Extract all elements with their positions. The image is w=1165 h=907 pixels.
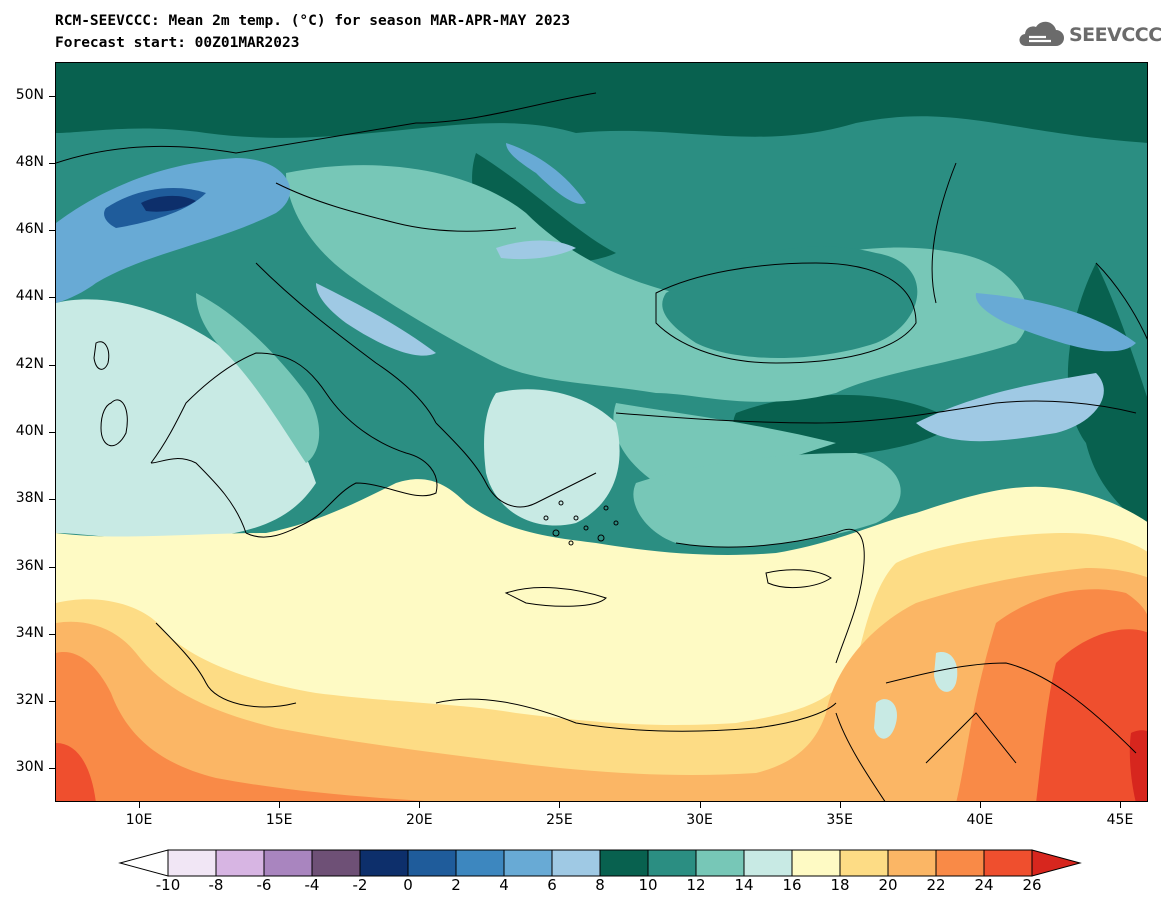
lon-tick bbox=[699, 802, 701, 808]
colorbar-label: -4 bbox=[304, 876, 320, 894]
lat-tick bbox=[49, 230, 55, 232]
seevccc-logo: SEEVCCC bbox=[1016, 20, 1162, 50]
lon-tick-label: 25E bbox=[546, 812, 573, 828]
lat-tick-label: 34N bbox=[15, 624, 44, 641]
lat-tick bbox=[49, 701, 55, 703]
colorbar-segment bbox=[407, 849, 457, 877]
colorbar-segment bbox=[167, 849, 217, 877]
colorbar-segment bbox=[695, 849, 745, 877]
colorbar-segment bbox=[215, 849, 265, 877]
colorbar-segment bbox=[503, 849, 553, 877]
colorbar-low-extend bbox=[118, 849, 169, 877]
lat-tick bbox=[49, 633, 55, 635]
colorbar-label: 2 bbox=[451, 876, 461, 894]
colorbar-label: 26 bbox=[1022, 876, 1042, 894]
colorbar-label: -2 bbox=[352, 876, 368, 894]
lat-tick-label: 38N bbox=[15, 490, 44, 507]
colorbar-segment bbox=[311, 849, 361, 877]
lon-tick-label: 20E bbox=[405, 812, 433, 828]
lon-tick bbox=[279, 802, 281, 808]
colorbar-high-extend bbox=[1031, 849, 1082, 877]
lon-tick-label: 30E bbox=[686, 812, 713, 828]
colorbar-segment bbox=[791, 849, 841, 877]
colorbar-label: 6 bbox=[547, 876, 557, 894]
lon-tick-label: 15E bbox=[265, 812, 293, 828]
colorbar-label: 10 bbox=[638, 876, 658, 894]
lat-tick bbox=[49, 95, 55, 97]
lat-tick bbox=[49, 364, 55, 366]
lon-tick bbox=[1119, 802, 1121, 808]
colorbar-label: 16 bbox=[782, 876, 802, 894]
map-title: RCM-SEEVCCC: Mean 2m temp. (°C) for seas… bbox=[55, 13, 571, 29]
colorbar-segment bbox=[551, 849, 601, 877]
forecast-start: Forecast start: 00Z01MAR2023 bbox=[55, 35, 300, 51]
colorbar-label: 8 bbox=[595, 876, 605, 894]
colorbar-segment bbox=[455, 849, 505, 877]
coastlines bbox=[56, 92, 1147, 801]
colorbar-segment bbox=[743, 849, 793, 877]
colorbar-label: 20 bbox=[878, 876, 898, 894]
lat-tick-label: 36N bbox=[15, 557, 44, 574]
lat-tick bbox=[49, 768, 55, 770]
lon-tick bbox=[839, 802, 841, 808]
colorbar-label: 4 bbox=[499, 876, 509, 894]
lat-tick-label: 50N bbox=[15, 86, 44, 103]
lat-tick-label: 40N bbox=[15, 423, 44, 439]
lat-tick-label: 30N bbox=[15, 759, 44, 776]
lat-tick bbox=[49, 432, 55, 433]
colorbar-segment bbox=[263, 849, 313, 877]
lon-tick bbox=[559, 802, 561, 808]
islands bbox=[543, 500, 619, 546]
lon-tick-label: 35E bbox=[826, 812, 854, 828]
colorbar-segment bbox=[599, 849, 649, 877]
colorbar-segment bbox=[887, 849, 937, 877]
colorbar bbox=[118, 849, 1082, 877]
lon-tick bbox=[979, 802, 981, 808]
lat-tick-label: 44N bbox=[15, 288, 44, 305]
colorbar-label: -6 bbox=[256, 876, 272, 894]
lon-tick bbox=[419, 802, 421, 808]
colorbar-label: 18 bbox=[830, 876, 850, 894]
cloud-icon bbox=[1019, 21, 1064, 47]
lat-tick bbox=[49, 566, 55, 568]
colorbar-segment bbox=[359, 849, 409, 877]
lat-tick-label: 48N bbox=[15, 153, 44, 170]
logo-text: SEEVCCC bbox=[1069, 24, 1162, 46]
lat-tick-label: 32N bbox=[15, 692, 44, 709]
lon-tick-label: 10E bbox=[125, 812, 153, 828]
colorbar-label: 24 bbox=[974, 876, 994, 894]
colorbar-label: 0 bbox=[403, 876, 413, 894]
colorbar-segment bbox=[983, 849, 1033, 877]
colorbar-label: 22 bbox=[926, 876, 946, 894]
lat-tick-label: 42N bbox=[15, 355, 44, 372]
colorbar-label: -10 bbox=[155, 876, 181, 894]
colorbar-label: 14 bbox=[734, 876, 754, 894]
map-panel bbox=[55, 62, 1148, 802]
lat-tick bbox=[49, 499, 55, 501]
colorbar-label: -8 bbox=[208, 876, 224, 894]
temperature-map bbox=[56, 63, 1147, 801]
lat-tick bbox=[49, 162, 55, 164]
colorbar-segment bbox=[935, 849, 985, 877]
lon-tick-label: 45E bbox=[1106, 812, 1134, 828]
lat-tick bbox=[49, 297, 55, 299]
colorbar-label: 12 bbox=[686, 876, 706, 894]
lon-tick bbox=[139, 802, 141, 808]
colorbar-segment bbox=[839, 849, 889, 877]
colorbar-segment bbox=[647, 849, 697, 877]
lat-tick-label: 46N bbox=[15, 221, 44, 238]
lon-tick-label: 40E bbox=[966, 812, 994, 828]
